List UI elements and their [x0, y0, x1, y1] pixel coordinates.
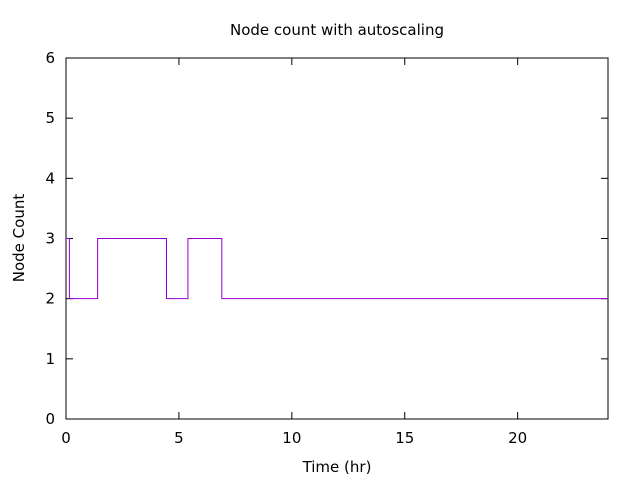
series-line [66, 238, 608, 300]
x-tick-label: 20 [508, 429, 527, 447]
x-tick-label: 5 [174, 429, 184, 447]
plot-area [66, 238, 608, 300]
y-tick-label: 6 [45, 49, 55, 67]
y-axis-label: Node Count [10, 194, 28, 283]
y-tick-label: 0 [45, 410, 55, 428]
y-tick-label: 5 [45, 109, 55, 127]
x-tick-label: 10 [282, 429, 301, 447]
y-axis: 0 1 2 3 4 5 6 [45, 49, 608, 428]
y-tick-label: 4 [45, 169, 55, 187]
y-tick-label: 2 [45, 290, 55, 308]
y-tick-label: 1 [45, 350, 55, 368]
chart-title: Node count with autoscaling [230, 21, 444, 39]
y-tick-label: 3 [45, 230, 55, 248]
x-axis-label: Time (hr) [302, 458, 372, 476]
x-tick-label: 15 [395, 429, 414, 447]
x-tick-label: 0 [61, 429, 71, 447]
x-axis: 0 5 10 15 20 [61, 58, 527, 447]
